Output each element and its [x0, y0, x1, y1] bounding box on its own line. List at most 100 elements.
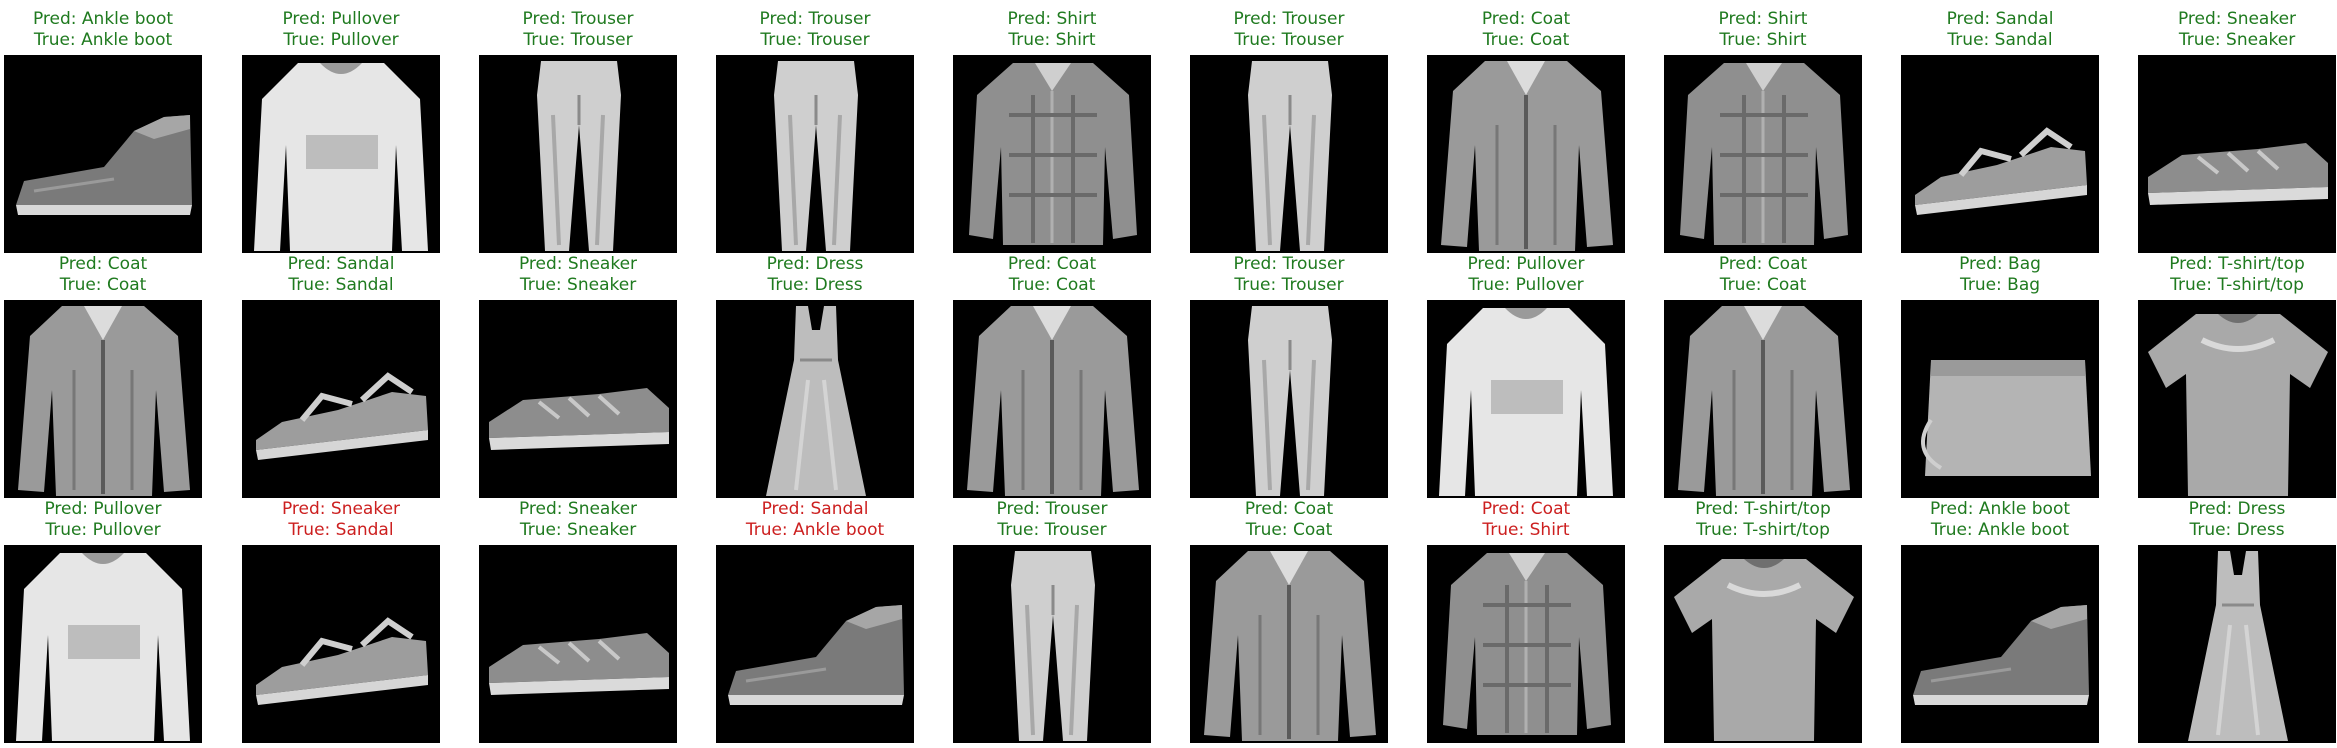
sample-panel: Pred: Pullover True: Pullover — [4, 0, 202, 748]
trouser-icon — [1248, 61, 1332, 251]
sample-panel: Pred: Ankle boot True: Ankle boot — [1901, 0, 2099, 748]
pred-label: Pred: Shirt — [1718, 9, 1808, 29]
shirt-image — [1427, 545, 1625, 743]
trouser-icon — [774, 61, 858, 251]
ankle-boot-image — [4, 55, 202, 253]
true-label: True: Bag — [1959, 275, 2041, 295]
sample-caption: Pred: Shirt True: Shirt — [923, 9, 1181, 51]
sample-panel: Pred: Trouser True: Trouser — [1190, 0, 1388, 748]
pred-label: Pred: Sandal — [1946, 9, 2054, 29]
true-label: True: Sneaker — [2178, 30, 2296, 50]
sample-caption: Pred: Ankle boot True: Ankle boot — [0, 9, 232, 51]
sample-caption: Pred: Coat True: Coat — [1160, 499, 1418, 541]
pred-label: Pred: Trouser — [1233, 9, 1345, 29]
true-label: True: T-shirt/top — [2170, 275, 2304, 295]
true-label: True: T-shirt/top — [1696, 520, 1830, 540]
sample-panel: Pred: Sandal True: Sandal — [242, 0, 440, 748]
sample-caption: Pred: Sandal True: Sandal — [212, 254, 470, 296]
sample-panel: Pred: Dress True: Dress — [716, 0, 914, 748]
true-label: True: Ankle boot — [745, 520, 885, 540]
true-label: True: Trouser — [997, 520, 1107, 540]
trouser-image — [479, 55, 677, 253]
pred-label: Pred: Bag — [1959, 254, 2041, 274]
sample-caption: Pred: Ankle boot True: Ankle boot — [1871, 499, 2129, 541]
sample-panel: Pred: Sneaker True: Sneaker — [479, 0, 677, 748]
pred-label: Pred: Sneaker — [518, 254, 638, 274]
shirt-icon — [1443, 553, 1611, 735]
sandal-image — [242, 545, 440, 743]
sample-caption: Pred: T-shirt/top True: T-shirt/top — [2108, 254, 2337, 296]
pred-label: Pred: Coat — [1718, 254, 1808, 274]
sample-panel: Pred: Coat True: Coat — [4, 0, 202, 748]
sample-caption: Pred: Trouser True: Trouser — [1160, 9, 1418, 51]
true-label: True: Pullover — [283, 30, 399, 50]
pred-label: Pred: Ankle boot — [32, 9, 174, 29]
sneaker-icon — [489, 633, 669, 695]
sandal-icon — [1915, 127, 2087, 215]
true-label: True: Coat — [1245, 520, 1333, 540]
sample-caption: Pred: Trouser True: Trouser — [923, 499, 1181, 541]
sample-caption: Pred: Trouser True: Trouser — [686, 9, 944, 51]
sandal-image — [242, 300, 440, 498]
sample-panel: Pred: Coat True: Coat — [953, 0, 1151, 748]
sneaker-image — [479, 545, 677, 743]
sample-caption: Pred: Bag True: Bag — [1871, 254, 2129, 296]
sample-panel: Pred: Pullover True: Pullover — [1427, 0, 1625, 748]
true-label: True: Sneaker — [519, 520, 637, 540]
true-label: True: Trouser — [1234, 30, 1344, 50]
true-label: True: Trouser — [523, 30, 633, 50]
sample-caption: Pred: Sandal True: Sandal — [1871, 9, 2129, 51]
pullover-icon — [254, 63, 428, 251]
sneaker-image — [2138, 55, 2336, 253]
pred-label: Pred: Shirt — [1007, 9, 1097, 29]
sample-panel: Pred: Trouser True: Trouser — [953, 0, 1151, 748]
sample-panel: Pred: Sneaker True: Sandal — [242, 0, 440, 748]
sample-panel: Pred: Sandal True: Sandal — [1901, 0, 2099, 748]
true-label: True: Coat — [1008, 275, 1096, 295]
trouser-image — [1190, 300, 1388, 498]
ankle-boot-image — [1901, 545, 2099, 743]
sample-caption: Pred: Trouser True: Trouser — [1160, 254, 1418, 296]
pred-label: Pred: Coat — [1481, 499, 1571, 519]
sample-caption: Pred: Pullover True: Pullover — [0, 499, 232, 541]
pred-label: Pred: Trouser — [996, 499, 1108, 519]
pred-label: Pred: Sneaker — [281, 499, 401, 519]
shirt-icon — [969, 63, 1137, 245]
sample-panel: Pred: Sneaker True: Sneaker — [479, 0, 677, 748]
shirt-image — [1664, 55, 1862, 253]
sandal-icon — [256, 372, 428, 460]
pullover-image — [242, 55, 440, 253]
ankle-boot-icon — [728, 605, 904, 705]
sample-panel: Pred: Shirt True: Shirt — [953, 0, 1151, 748]
shirt-icon — [1680, 63, 1848, 245]
ankle-boot-image — [716, 545, 914, 743]
sandal-image — [1901, 55, 2099, 253]
pred-label: Pred: Pullover — [44, 499, 162, 519]
sample-caption: Pred: Shirt True: Shirt — [1634, 9, 1892, 51]
trouser-image — [1190, 55, 1388, 253]
trouser-icon — [1011, 551, 1095, 741]
sample-caption: Pred: Sneaker True: Sandal — [212, 499, 470, 541]
true-label: True: Pullover — [1468, 275, 1584, 295]
true-label: True: Coat — [59, 275, 147, 295]
tshirt-icon — [2148, 314, 2328, 496]
true-label: True: Coat — [1482, 30, 1570, 50]
sample-panel: Pred: Sandal True: Ankle boot — [716, 0, 914, 748]
sample-panel: Pred: Coat True: Coat — [1427, 0, 1625, 748]
ankle-boot-icon — [1913, 605, 2089, 705]
true-label: True: Trouser — [760, 30, 870, 50]
sample-panel: Pred: T-shirt/top True: T-shirt/top — [1664, 0, 1862, 748]
pred-label: Pred: Dress — [766, 254, 864, 274]
pred-label: Pred: Trouser — [522, 9, 634, 29]
coat-image — [1190, 545, 1388, 743]
bag-icon — [1921, 360, 2091, 476]
ankle-boot-icon — [16, 115, 192, 215]
sample-panel: Pred: Ankle boot True: Ankle boot — [4, 0, 202, 748]
sample-caption: Pred: Sneaker True: Sneaker — [449, 499, 707, 541]
sample-panel: Pred: Bag True: Bag — [1901, 0, 2099, 748]
sample-caption: Pred: Pullover True: Pullover — [212, 9, 470, 51]
sample-caption: Pred: Coat True: Shirt — [1397, 499, 1655, 541]
sample-panel: Pred: Trouser True: Trouser — [1190, 0, 1388, 748]
pred-label: Pred: Pullover — [1467, 254, 1585, 274]
dress-image — [716, 300, 914, 498]
